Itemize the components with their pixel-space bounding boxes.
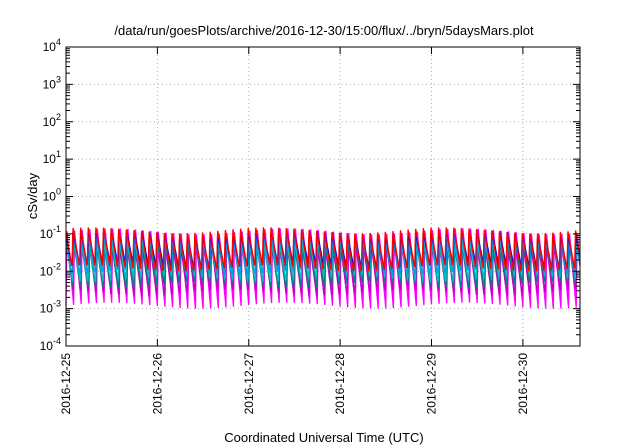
grid	[66, 47, 580, 346]
y-tick-label: 10-4	[40, 336, 61, 353]
x-tick-label: 2016-12-25	[59, 353, 73, 415]
chart-title: /data/run/goesPlots/archive/2016-12-30/1…	[114, 23, 534, 38]
y-axis-label: cSv/day	[25, 172, 40, 219]
x-tick-label: 2016-12-26	[150, 353, 164, 415]
series-line	[65, 239, 581, 288]
x-tick-labels: 2016-12-25 2016-12-26 2016-12-27 2016-12-28…	[59, 353, 530, 415]
x-tick-label: 2016-12-27	[242, 353, 256, 415]
series-line	[65, 227, 581, 272]
y-tick-label: 103	[43, 74, 61, 91]
y-tick-label: 10-1	[40, 224, 61, 241]
y-tick-label: 102	[43, 112, 61, 129]
x-tick-label: 2016-12-28	[333, 353, 347, 415]
x-tick-label: 2016-12-29	[425, 353, 439, 415]
y-tick-label: 100	[43, 187, 61, 204]
series-group	[65, 227, 581, 309]
y-tick-label: 10-3	[40, 299, 61, 316]
x-tick-label: 2016-12-30	[516, 353, 530, 415]
x-axis-label: Coordinated Universal Time (UTC)	[224, 430, 423, 445]
y-tick-label: 101	[43, 149, 61, 166]
y-tick-label: 10-2	[40, 261, 61, 278]
y-tick-label: 104	[43, 37, 61, 54]
y-tick-labels: 10-4 10-3 10-2 10-1 100 101 102 103 104	[40, 37, 61, 353]
ticks	[65, 46, 580, 347]
